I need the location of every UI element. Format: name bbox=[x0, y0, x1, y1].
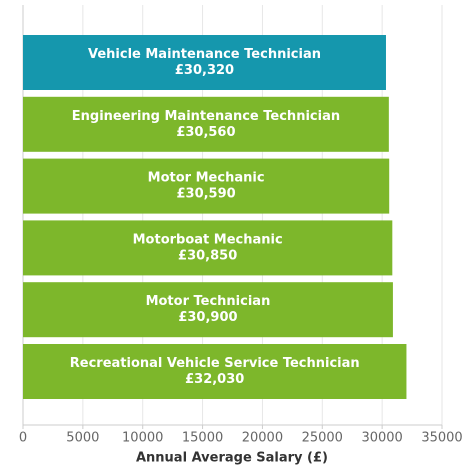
x-tick-label: 35000 bbox=[421, 431, 462, 446]
category-label: Motorboat Mechanic bbox=[133, 232, 283, 247]
x-tick-label: 20000 bbox=[242, 431, 283, 446]
x-tick-label: 25000 bbox=[302, 431, 343, 446]
x-tick-label: 10000 bbox=[122, 431, 163, 446]
x-tick-label: 30000 bbox=[361, 431, 402, 446]
value-label: £30,900 bbox=[178, 310, 237, 325]
value-label: £30,560 bbox=[176, 125, 235, 140]
category-label: Vehicle Maintenance Technician bbox=[88, 47, 321, 62]
bar bbox=[23, 158, 390, 214]
bar bbox=[23, 344, 407, 399]
bar bbox=[23, 96, 389, 152]
bar bbox=[23, 220, 393, 276]
value-label: £30,850 bbox=[178, 248, 237, 263]
value-label: £32,030 bbox=[185, 372, 244, 387]
category-label: Engineering Maintenance Technician bbox=[72, 109, 340, 124]
bar bbox=[23, 35, 386, 90]
category-label: Motor Technician bbox=[146, 294, 271, 309]
x-axis-label: Annual Average Salary (£) bbox=[136, 451, 328, 466]
value-label: £30,320 bbox=[175, 63, 234, 78]
bar bbox=[23, 282, 393, 338]
value-label: £30,590 bbox=[176, 187, 235, 202]
x-tick-label: 15000 bbox=[182, 431, 223, 446]
x-tick-label: 5000 bbox=[66, 431, 99, 446]
x-tick-label: 0 bbox=[19, 431, 27, 446]
category-label: Recreational Vehicle Service Technician bbox=[70, 356, 360, 371]
category-label: Motor Mechanic bbox=[148, 171, 265, 186]
